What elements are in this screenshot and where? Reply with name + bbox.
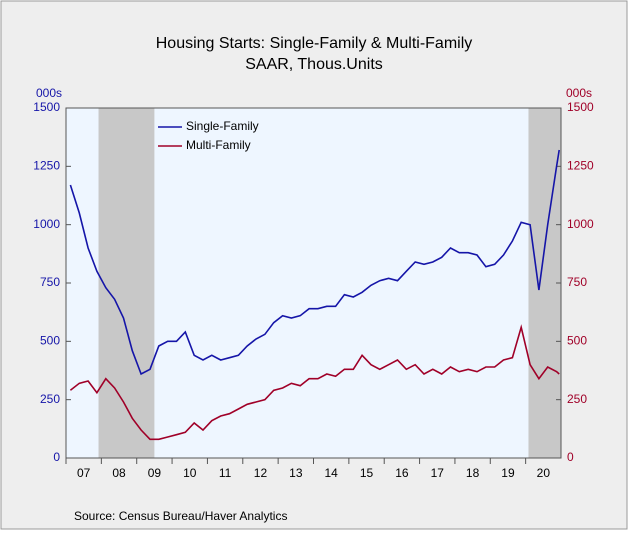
series-line xyxy=(69,149,560,376)
y-tick-label: 250 xyxy=(40,392,60,406)
y2-tick-label: 1250 xyxy=(567,159,594,173)
x-tick-label: 11 xyxy=(219,466,232,480)
y2-tick-label: 500 xyxy=(567,334,587,348)
x-tick-label: 19 xyxy=(501,466,515,480)
x-tick-label: 09 xyxy=(148,466,162,480)
x-tick-label: 10 xyxy=(183,466,197,480)
recession-band xyxy=(98,108,155,458)
x-tick-label: 18 xyxy=(466,466,480,480)
chart-title: Housing Starts: Single-Family & Multi-Fa… xyxy=(156,35,473,52)
x-tick-label: 12 xyxy=(254,466,268,480)
recession-band xyxy=(528,108,561,458)
y2-tick-label: 750 xyxy=(567,275,587,289)
y-unit: 000s xyxy=(36,86,62,100)
x-tick-label: 08 xyxy=(112,466,126,480)
x-tick-label: 17 xyxy=(431,466,445,480)
x-tick-label: 20 xyxy=(537,466,551,480)
x-tick-label: 14 xyxy=(324,466,338,480)
source: Source: Census Bureau/Haver Analytics xyxy=(74,509,287,523)
y2-unit: 000s xyxy=(566,86,592,100)
y-tick-label: 1500 xyxy=(33,100,60,114)
legend-label: Multi-Family xyxy=(186,138,251,152)
y2-tick-label: 0 xyxy=(567,450,574,464)
y2-tick-label: 1000 xyxy=(567,217,594,231)
y2-tick-label: 250 xyxy=(567,392,587,406)
y-tick-label: 1250 xyxy=(33,159,60,173)
y-tick-label: 1000 xyxy=(33,217,60,231)
x-tick-label: 15 xyxy=(360,466,374,480)
legend-label: Single-Family xyxy=(186,119,259,133)
chart-subtitle: SAAR, Thous.Units xyxy=(245,56,383,73)
x-tick-label: 16 xyxy=(395,466,409,480)
x-tick-label: 07 xyxy=(77,466,91,480)
y-tick-label: 500 xyxy=(40,334,60,348)
y2-tick-label: 1500 xyxy=(567,100,594,114)
series-line xyxy=(69,324,560,441)
x-tick-label: 13 xyxy=(289,466,303,480)
y-tick-label: 750 xyxy=(40,275,60,289)
y-tick-label: 0 xyxy=(53,450,60,464)
